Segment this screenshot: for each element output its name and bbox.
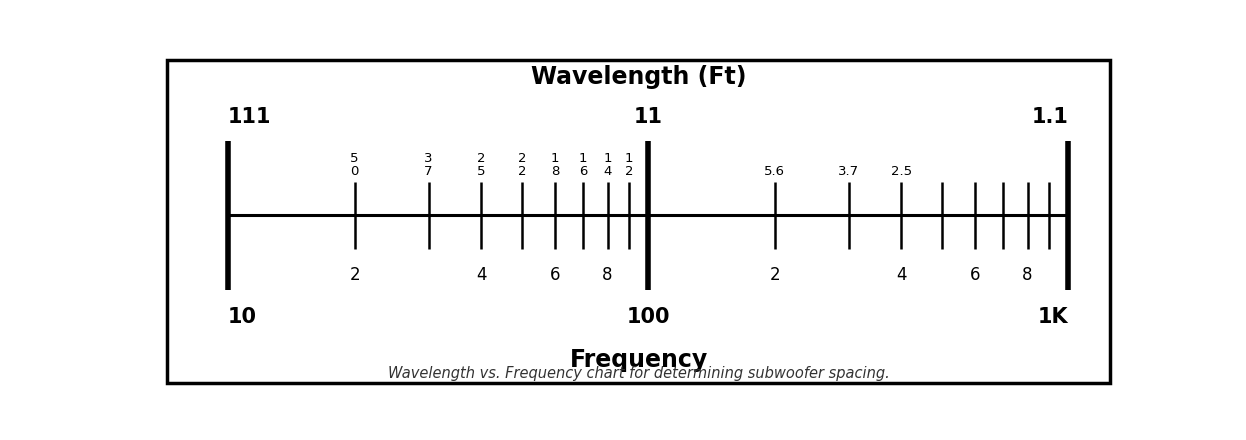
Text: 3
7: 3 7: [425, 152, 432, 178]
Text: 6: 6: [969, 266, 981, 284]
Text: 2.5: 2.5: [891, 165, 912, 178]
Text: 111: 111: [228, 107, 272, 127]
Text: 1
6: 1 6: [579, 152, 587, 178]
Text: 10: 10: [228, 307, 257, 327]
Text: 6: 6: [549, 266, 561, 284]
Text: 2: 2: [769, 266, 780, 284]
Text: 1
4: 1 4: [603, 152, 612, 178]
FancyBboxPatch shape: [167, 59, 1110, 383]
Text: 1
8: 1 8: [551, 152, 559, 178]
Text: 2
5: 2 5: [477, 152, 486, 178]
Text: 3.7: 3.7: [839, 165, 860, 178]
Text: 11: 11: [634, 107, 663, 127]
Text: 5
0: 5 0: [350, 152, 359, 178]
Text: 2
2: 2 2: [517, 152, 526, 178]
Text: Wavelength vs. Frequency chart for determining subwoofer spacing.: Wavelength vs. Frequency chart for deter…: [388, 366, 890, 381]
Text: 4: 4: [896, 266, 906, 284]
Text: 1K: 1K: [1038, 307, 1068, 327]
Text: 2: 2: [349, 266, 360, 284]
Text: 8: 8: [602, 266, 613, 284]
Text: 1
2: 1 2: [624, 152, 633, 178]
Text: 100: 100: [627, 307, 670, 327]
Text: 4: 4: [476, 266, 486, 284]
Text: 5.6: 5.6: [764, 165, 785, 178]
Text: 1.1: 1.1: [1032, 107, 1068, 127]
Text: 8: 8: [1022, 266, 1033, 284]
Text: Wavelength (Ft): Wavelength (Ft): [531, 65, 746, 88]
Text: Frequency: Frequency: [569, 348, 708, 371]
